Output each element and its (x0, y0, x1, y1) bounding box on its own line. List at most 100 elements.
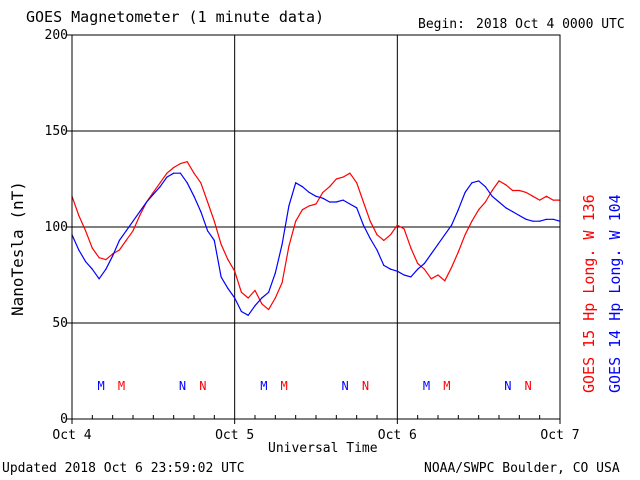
series-point-0 (342, 176, 344, 178)
x-tick-label: Oct 7 (540, 428, 579, 443)
series-point-0 (444, 280, 446, 282)
series-point-0 (254, 289, 256, 291)
series-point-1 (423, 262, 426, 265)
series-point-0 (91, 247, 93, 249)
footer-source: NOAA/SWPC Boulder, CO USA (424, 461, 620, 476)
series-point-0 (376, 234, 378, 236)
series-point-1 (105, 268, 107, 270)
series-point-0 (193, 172, 195, 174)
series-point-1 (328, 201, 331, 203)
grid-lines (72, 35, 560, 419)
series-point-0 (267, 308, 270, 311)
series-point-1 (166, 176, 168, 178)
series-point-0 (328, 186, 331, 188)
series-point-1 (179, 172, 182, 174)
series-point-0 (545, 195, 548, 197)
series-point-0 (552, 199, 554, 201)
axis-ticks: 0 50 100 150 200 Oct 4 Oct 5 Oct 6 Oct 7 (45, 28, 580, 443)
series-point-1 (78, 249, 80, 251)
series-point-0 (457, 251, 459, 253)
series-point-1 (396, 270, 398, 272)
series-point-1 (315, 195, 317, 197)
series-point-1 (511, 211, 514, 213)
series-point-0 (78, 214, 80, 217)
series-point-1 (532, 220, 534, 222)
series-point-0 (227, 259, 229, 261)
series-point-1 (349, 203, 351, 205)
series-point-1 (450, 224, 453, 226)
series-point-1 (417, 268, 419, 270)
y-tick-label: 0 (60, 412, 68, 427)
series-point-1 (484, 186, 487, 188)
series-point-0 (295, 220, 297, 222)
local-time-marker: N (179, 379, 186, 393)
series-point-1 (152, 193, 154, 195)
series-point-0 (301, 209, 304, 211)
series-point-0 (437, 274, 439, 276)
series-point-0 (471, 220, 473, 222)
y-tick-label: 100 (45, 220, 68, 235)
series-point-1 (125, 230, 127, 232)
series-point-0 (213, 220, 215, 222)
series-point-1 (98, 278, 100, 280)
series-point-1 (295, 182, 297, 184)
local-time-marker: N (342, 379, 349, 393)
series-point-0 (322, 191, 324, 194)
series-point-0 (430, 278, 432, 280)
series-point-1 (132, 220, 134, 222)
series-point-0 (166, 172, 168, 174)
series-point-0 (356, 182, 358, 184)
series-point-0 (484, 201, 487, 203)
series-point-1 (389, 268, 392, 270)
series-point-1 (84, 260, 87, 263)
series-point-1 (383, 264, 385, 266)
begin-value: 2018 Oct 4 0000 UTC (476, 17, 625, 32)
x-tick-label: Oct 4 (52, 428, 91, 443)
series-point-0 (200, 182, 202, 184)
series-point-1 (281, 243, 283, 245)
series-point-0 (349, 172, 351, 174)
footer-updated: Updated 2018 Oct 6 23:59:02 UTC (2, 461, 245, 476)
series-point-0 (505, 184, 507, 186)
series-point-1 (118, 239, 121, 242)
series-point-1 (518, 214, 520, 217)
series-point-1 (545, 218, 548, 220)
series-point-1 (410, 276, 412, 278)
series-point-1 (444, 234, 446, 236)
series-point-0 (240, 291, 243, 293)
series-point-0 (173, 166, 175, 169)
series-point-0 (118, 249, 121, 251)
series-point-1 (288, 205, 290, 207)
series-point-0 (159, 182, 161, 184)
series-point-1 (227, 287, 229, 290)
series-point-0 (132, 230, 134, 232)
x-axis-title: Universal Time (268, 441, 378, 456)
series-point-1 (525, 218, 527, 220)
series-point-1 (186, 182, 188, 184)
y-tick-label: 50 (52, 316, 68, 331)
series-point-0 (308, 205, 310, 207)
series-point-0 (362, 201, 365, 203)
series-point-0 (396, 224, 398, 226)
chart-title: GOES Magnetometer (1 minute data) (26, 8, 325, 26)
series-point-1 (200, 211, 202, 213)
series-point-1 (206, 230, 209, 232)
local-time-marker: N (362, 379, 369, 393)
series-point-0 (247, 297, 249, 299)
series-point-1 (539, 220, 541, 222)
series-point-1 (139, 211, 141, 213)
series-point-1 (376, 249, 378, 251)
series-point-0 (152, 191, 154, 194)
series-line-0 (71, 161, 560, 311)
legend-goes15: GOES 15 Hp Long. W 136 (580, 194, 598, 393)
y-axis-title: NanoTesla (nT) (8, 181, 27, 316)
series-point-0 (532, 195, 534, 197)
series-point-0 (186, 161, 188, 163)
local-time-markers: M N M N M NM N M N M N (98, 379, 532, 393)
series-lines (71, 161, 561, 316)
series-point-1 (322, 197, 324, 199)
series-point-1 (471, 182, 473, 184)
series-point-1 (356, 207, 358, 209)
series-point-0 (274, 297, 276, 299)
series-point-1 (274, 272, 276, 274)
